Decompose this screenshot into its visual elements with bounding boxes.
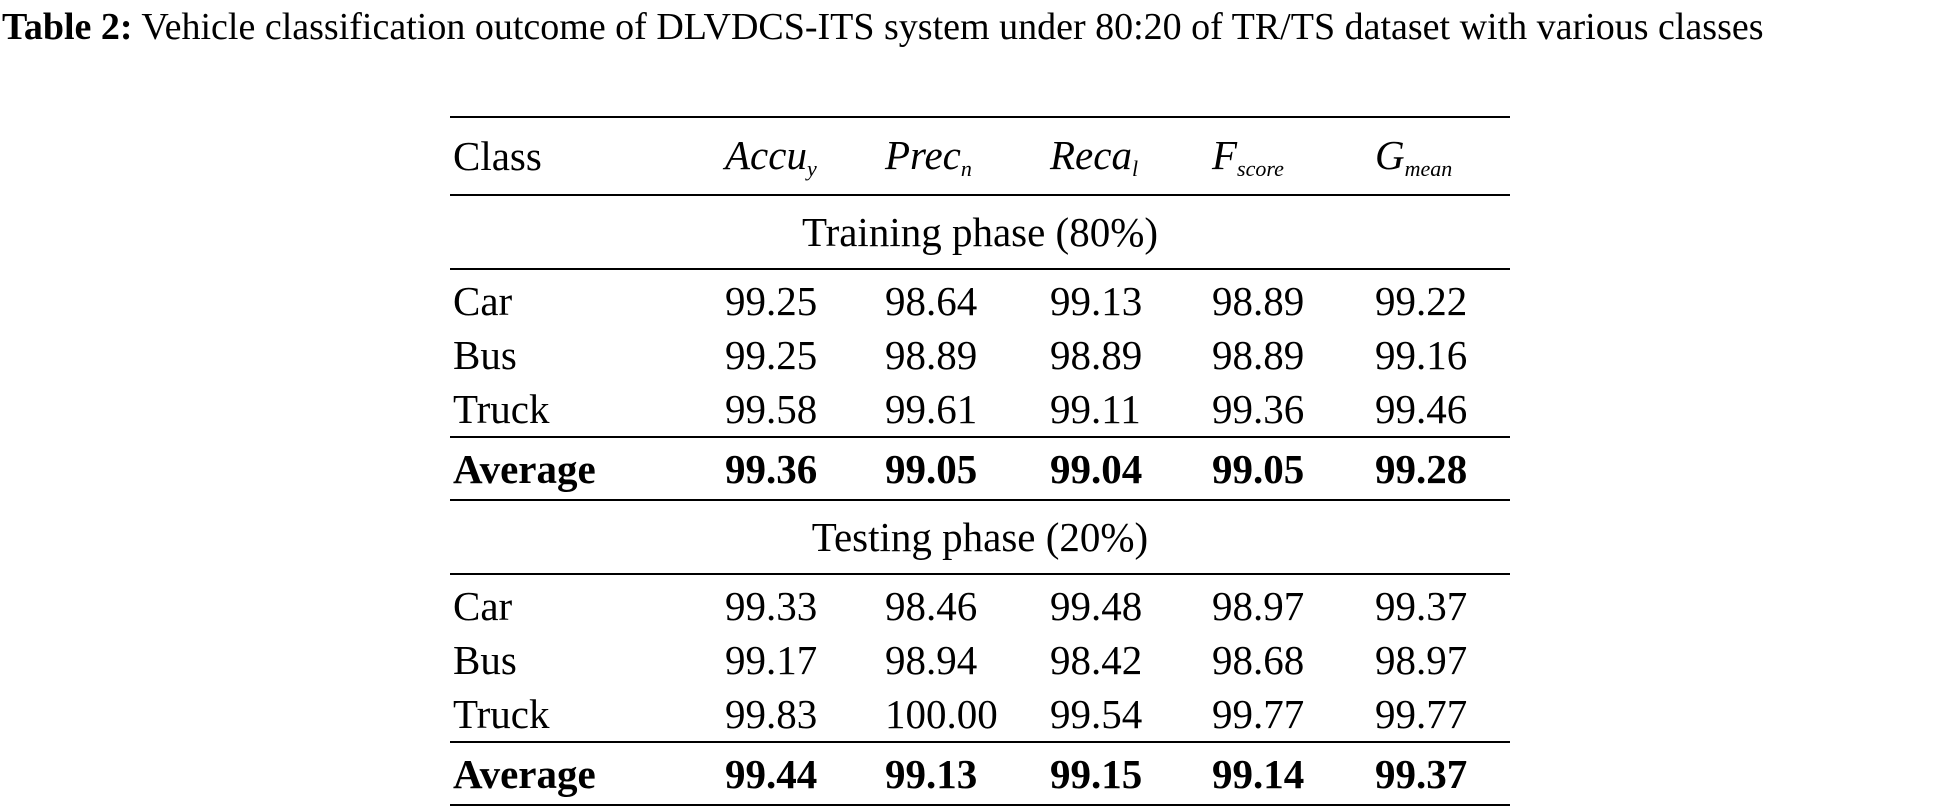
table-cell: 99.28 — [1375, 445, 1468, 492]
row-class-label: Truck — [453, 386, 550, 432]
col-header-gmean-sub: mean — [1404, 155, 1453, 181]
table-row: Truck 99.83 100.00 99.54 99.77 99.77 — [450, 687, 1510, 742]
table-row: Car 99.25 98.64 99.13 98.89 99.22 — [450, 269, 1510, 328]
row-class-label: Car — [453, 583, 513, 629]
caption-label: Table 2: — [2, 6, 133, 48]
table-cell: 98.68 — [1212, 637, 1305, 683]
col-header-recall-sub: l — [1131, 155, 1139, 181]
col-header-gmean: Gmean — [1372, 117, 1510, 195]
table-cell: 98.97 — [1375, 637, 1468, 683]
table-row: Truck 99.58 99.61 99.11 99.36 99.46 — [450, 382, 1510, 437]
table-cell: 99.16 — [1375, 332, 1468, 378]
col-header-precision-base: Prec — [885, 131, 961, 178]
table-cell: 99.58 — [725, 386, 818, 432]
section-title-training: Training phase (80%) — [801, 209, 1159, 255]
col-header-class: Class — [453, 133, 542, 179]
table-cell: 99.11 — [1050, 386, 1141, 432]
col-header-precision: Precn — [882, 117, 1047, 195]
table-cell: 98.89 — [1050, 332, 1143, 378]
header-row: Class Accuy Precn Recal Fscore Gmean — [450, 117, 1510, 195]
table-cell: 99.22 — [1375, 278, 1468, 324]
col-header-fscore: Fscore — [1209, 117, 1372, 195]
table-cell: 99.61 — [885, 386, 978, 432]
col-header-recall-base: Reca — [1050, 131, 1132, 178]
row-class-label: Car — [453, 278, 513, 324]
table-cell: 99.25 — [725, 278, 818, 324]
section-title-row: Testing phase (20%) — [450, 500, 1510, 574]
average-row: Average 99.36 99.05 99.04 99.05 99.28 — [450, 437, 1510, 500]
table-cell: 99.36 — [1212, 386, 1305, 432]
table-row: Car 99.33 98.46 99.48 98.97 99.37 — [450, 574, 1510, 633]
table-cell: 99.13 — [1050, 278, 1143, 324]
results-table: Class Accuy Precn Recal Fscore Gmean Tra… — [450, 116, 1510, 806]
col-header-accuracy-base: Accu — [725, 131, 807, 178]
section-title-testing: Testing phase (20%) — [811, 514, 1149, 560]
table-cell: 98.64 — [885, 278, 978, 324]
table-caption: Table 2: Vehicle classification outcome … — [2, 2, 1947, 52]
col-header-fscore-base: F — [1212, 131, 1238, 178]
table-cell: 99.25 — [725, 332, 818, 378]
row-class-label: Average — [453, 445, 596, 492]
table-cell: 98.89 — [1212, 332, 1305, 378]
col-header-accuracy: Accuy — [722, 117, 882, 195]
col-header-gmean-base: G — [1375, 131, 1405, 178]
row-class-label: Bus — [453, 332, 517, 378]
table-cell: 99.48 — [1050, 583, 1143, 629]
table-cell: 99.37 — [1375, 583, 1468, 629]
caption-text: Vehicle classification outcome of DLVDCS… — [141, 6, 1764, 48]
row-class-label: Truck — [453, 691, 550, 737]
table-cell: 99.77 — [1212, 691, 1305, 737]
table-cell: 99.05 — [885, 445, 978, 492]
row-class-label: Bus — [453, 637, 517, 683]
row-class-label: Average — [453, 750, 596, 797]
table-cell: 98.94 — [885, 637, 978, 683]
table-cell: 99.13 — [885, 750, 978, 797]
table-row: Bus 99.17 98.94 98.42 98.68 98.97 — [450, 633, 1510, 687]
table-cell: 99.44 — [725, 750, 818, 797]
average-row: Average 99.44 99.13 99.15 99.14 99.37 — [450, 742, 1510, 805]
col-header-recall: Recal — [1047, 117, 1209, 195]
table-cell: 99.33 — [725, 583, 818, 629]
table-cell: 99.54 — [1050, 691, 1143, 737]
table-cell: 99.77 — [1375, 691, 1468, 737]
table-cell: 100.00 — [885, 691, 998, 737]
table-cell: 99.83 — [725, 691, 818, 737]
table-cell: 98.89 — [1212, 278, 1305, 324]
table-cell: 99.36 — [725, 445, 818, 492]
table-cell: 99.04 — [1050, 445, 1143, 492]
table-row: Bus 99.25 98.89 98.89 98.89 99.16 — [450, 328, 1510, 382]
table-cell: 99.05 — [1212, 445, 1305, 492]
section-title-row: Training phase (80%) — [450, 195, 1510, 269]
col-header-fscore-sub: score — [1237, 155, 1284, 181]
table-cell: 99.37 — [1375, 750, 1468, 797]
table-cell: 98.89 — [885, 332, 978, 378]
table-cell: 98.97 — [1212, 583, 1305, 629]
table-cell: 98.46 — [885, 583, 978, 629]
col-header-precision-sub: n — [960, 155, 972, 181]
table-cell: 99.14 — [1212, 750, 1305, 797]
table-cell: 99.15 — [1050, 750, 1143, 797]
table-cell: 98.42 — [1050, 637, 1143, 683]
col-header-accuracy-sub: y — [806, 155, 817, 181]
table-cell: 99.46 — [1375, 386, 1468, 432]
table-cell: 99.17 — [725, 637, 818, 683]
